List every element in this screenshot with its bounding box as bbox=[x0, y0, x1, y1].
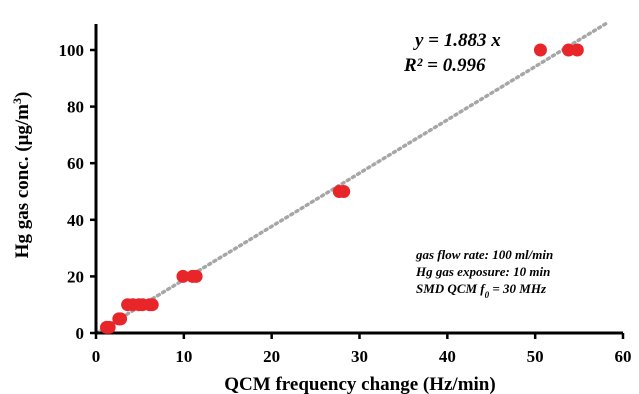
x-axis-title: QCM frequency change (Hz/min) bbox=[224, 374, 495, 394]
x-tick-label: 0 bbox=[92, 347, 101, 366]
x-tick-label: 40 bbox=[439, 347, 456, 366]
data-point bbox=[145, 298, 159, 312]
fit-line bbox=[94, 20, 611, 335]
condition-qcm: SMD QCM f0 = 30 MHz bbox=[416, 281, 547, 300]
y-axis-title-end: ) bbox=[12, 92, 33, 98]
condition-qcm-f: f bbox=[480, 281, 486, 296]
x-tick-label: 20 bbox=[263, 347, 280, 366]
ticks: 0 10 20 30 40 50 60 0 20 40 60 80 100 bbox=[59, 41, 632, 366]
data-point bbox=[176, 269, 190, 283]
x-tick-label: 10 bbox=[175, 347, 192, 366]
x-tick-label: 50 bbox=[527, 347, 544, 366]
y-tick-label: 0 bbox=[76, 324, 85, 343]
y-tick-label: 100 bbox=[59, 41, 85, 60]
data-points bbox=[100, 43, 584, 334]
data-point bbox=[337, 185, 351, 198]
data-point bbox=[533, 43, 547, 57]
y-tick-label: 40 bbox=[67, 211, 84, 230]
data-point bbox=[189, 269, 203, 283]
y-tick-label: 60 bbox=[67, 154, 84, 173]
y-axis-title-superscript: 3 bbox=[10, 98, 24, 104]
condition-exposure: Hg gas exposure: 10 min bbox=[415, 264, 550, 279]
condition-flow-rate: gas flow rate: 100 ml/min bbox=[415, 247, 553, 262]
condition-qcm-subscript: 0 bbox=[485, 290, 490, 300]
x-tick-label: 60 bbox=[615, 347, 632, 366]
fit-r-squared: R² = 0.996 bbox=[403, 55, 486, 76]
y-tick-label: 80 bbox=[67, 98, 84, 117]
data-point bbox=[570, 43, 584, 57]
y-axis-title-main: Hg gas conc. (μg/m bbox=[12, 104, 33, 258]
fit-line-layer bbox=[94, 20, 611, 335]
condition-qcm-value: = 30 MHz bbox=[489, 281, 547, 296]
fit-equation: y = 1.883 x bbox=[413, 30, 501, 51]
data-point bbox=[114, 312, 128, 326]
y-tick-label: 20 bbox=[67, 267, 84, 286]
condition-qcm-main: SMD QCM bbox=[416, 281, 480, 296]
x-tick-label: 30 bbox=[351, 347, 368, 366]
y-axis-title: Hg gas conc. (μg/m3) bbox=[10, 92, 33, 259]
data-point bbox=[102, 320, 116, 334]
